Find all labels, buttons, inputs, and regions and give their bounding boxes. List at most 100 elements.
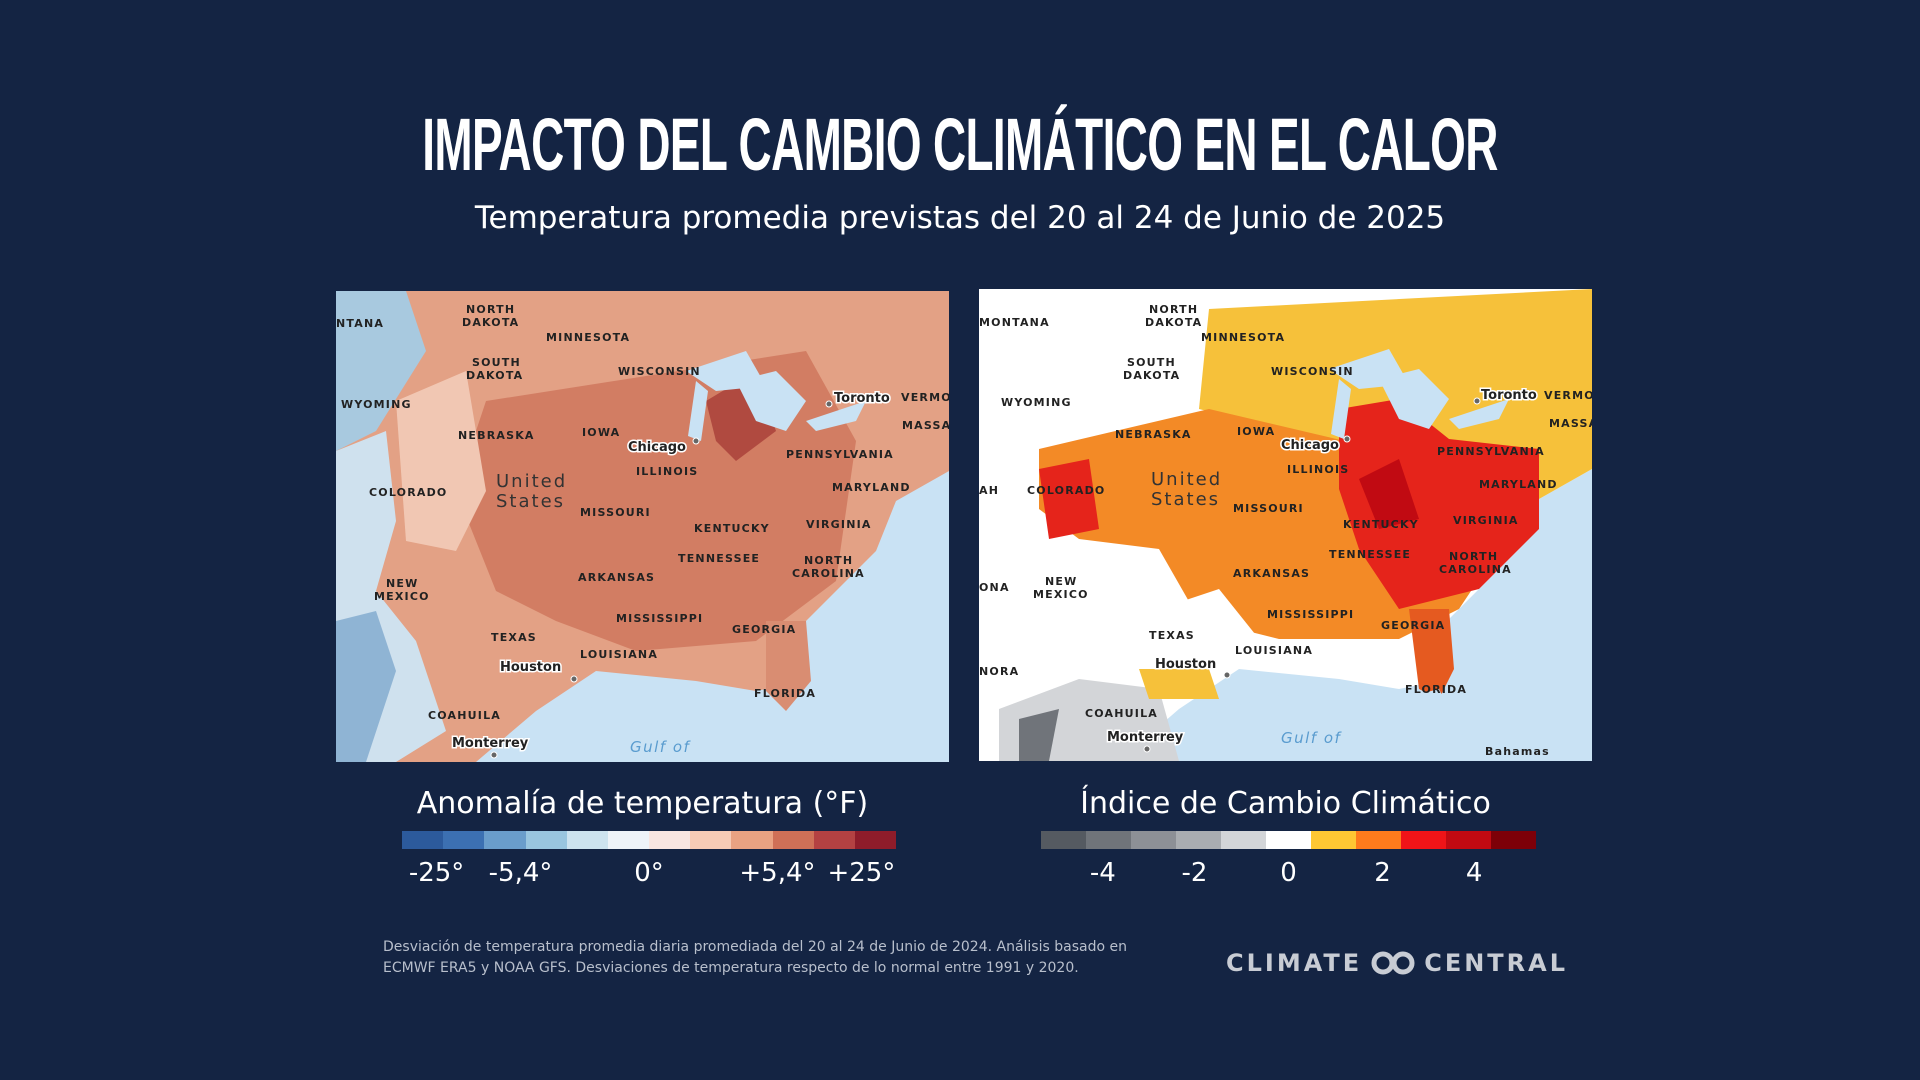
svg-text:LOUISIANA: LOUISIANA	[1235, 644, 1313, 657]
svg-text:IOWA: IOWA	[1237, 425, 1275, 438]
climate-shift-index-legend-title: Índice de Cambio Climático	[1080, 786, 1491, 821]
svg-text:ARKANSAS: ARKANSAS	[1233, 567, 1310, 580]
temperature-anomaly-swatch	[690, 831, 732, 849]
temperature-anomaly-tick-label: +25°	[827, 858, 896, 888]
svg-text:Toronto: Toronto	[1481, 388, 1537, 403]
temperature-anomaly-swatch	[566, 831, 608, 849]
svg-text:VIRGINIA: VIRGINIA	[1453, 514, 1519, 527]
svg-text:Monterrey: Monterrey	[452, 736, 529, 751]
climate-shift-index-swatch	[1491, 831, 1536, 849]
svg-text:Gulf of: Gulf of	[630, 738, 692, 756]
svg-text:MEXICO: MEXICO	[1033, 588, 1089, 601]
svg-text:MONTANA: MONTANA	[979, 316, 1050, 329]
climate-shift-index-swatch	[1311, 831, 1356, 849]
svg-text:United: United	[496, 471, 567, 492]
svg-text:Chicago: Chicago	[628, 440, 686, 455]
temperature-anomaly-swatch	[813, 831, 855, 849]
temperature-anomaly-swatch	[402, 831, 444, 849]
svg-text:GEORGIA: GEORGIA	[732, 623, 796, 636]
svg-text:KENTUCKY: KENTUCKY	[694, 522, 770, 535]
temperature-anomaly-legend-title: Anomalía de temperatura (°F)	[416, 786, 869, 821]
temperature-anomaly-color-scale	[402, 831, 897, 849]
temperature-anomaly-swatch	[525, 831, 567, 849]
climate-shift-index-swatch	[1086, 831, 1131, 849]
climate-shift-index-map: NORTH DAKOTA MINNESOTA SOUTH DAKOTA WISC…	[979, 289, 1592, 761]
svg-text:MINNESOTA: MINNESOTA	[546, 331, 630, 344]
svg-text:MASSAC: MASSAC	[1549, 417, 1592, 430]
svg-text:KENTUCKY: KENTUCKY	[1343, 518, 1419, 531]
svg-text:PENNSYLVANIA: PENNSYLVANIA	[1437, 445, 1545, 458]
temperature-anomaly-tick-label: -25°	[408, 858, 465, 888]
svg-text:COAHUILA: COAHUILA	[1085, 707, 1158, 720]
svg-text:MINNESOTA: MINNESOTA	[1201, 331, 1285, 344]
svg-text:SOUTH: SOUTH	[472, 356, 521, 369]
climate-shift-index-tick-label: -2	[1181, 858, 1208, 888]
svg-text:VIRGINIA: VIRGINIA	[806, 518, 872, 531]
svg-text:GEORGIA: GEORGIA	[1381, 619, 1445, 632]
svg-text:IOWA: IOWA	[582, 426, 620, 439]
svg-text:CAROLINA: CAROLINA	[1439, 563, 1512, 576]
svg-text:MARYLAND: MARYLAND	[1479, 478, 1558, 491]
temperature-anomaly-map: NORTH DAKOTA MINNESOTA SOUTH DAKOTA WISC…	[336, 291, 949, 762]
svg-text:DAKOTA: DAKOTA	[1145, 316, 1202, 329]
svg-text:ILLINOIS: ILLINOIS	[636, 465, 698, 478]
temperature-anomaly-swatch	[443, 831, 485, 849]
svg-text:VERMO: VERMO	[1544, 389, 1592, 402]
svg-text:WISCONSIN: WISCONSIN	[618, 365, 701, 378]
svg-text:DAKOTA: DAKOTA	[1123, 369, 1180, 382]
climate-shift-index-swatch	[1446, 831, 1491, 849]
climate-shift-index-swatch	[1221, 831, 1266, 849]
svg-text:NTANA: NTANA	[336, 317, 384, 330]
svg-text:ONA: ONA	[979, 581, 1010, 594]
temperature-anomaly-swatch	[607, 831, 650, 849]
svg-text:Chicago: Chicago	[1281, 438, 1339, 453]
svg-text:COLORADO: COLORADO	[369, 486, 447, 499]
svg-text:Houston: Houston	[500, 660, 561, 675]
climate-shift-index-swatch	[1131, 831, 1176, 849]
svg-text:NEW: NEW	[1045, 575, 1077, 588]
temperature-anomaly-swatch	[772, 831, 814, 849]
svg-text:MISSOURI: MISSOURI	[1233, 502, 1304, 515]
page-subtitle: Temperatura promedia previstas del 20 al…	[474, 200, 1446, 236]
temperature-anomaly-tick-label: -5,4°	[488, 858, 553, 888]
svg-text:MISSISSIPPI: MISSISSIPPI	[616, 612, 703, 625]
svg-text:AH: AH	[979, 484, 999, 497]
svg-text:ARKANSAS: ARKANSAS	[578, 571, 655, 584]
climate-shift-index-swatch	[1176, 831, 1221, 849]
svg-text:CAROLINA: CAROLINA	[792, 567, 865, 580]
svg-text:TEXAS: TEXAS	[1149, 629, 1195, 642]
temperature-anomaly-swatch	[484, 831, 526, 849]
climate-shift-index-swatch	[1041, 831, 1086, 849]
temperature-anomaly-tick-label: 0°	[634, 858, 664, 888]
footnote: Desviación de temperatura promedia diari…	[383, 939, 1127, 976]
svg-text:ILLINOIS: ILLINOIS	[1287, 463, 1349, 476]
climate-shift-index-tick-label: -4	[1089, 858, 1116, 888]
svg-text:WYOMING: WYOMING	[341, 398, 412, 411]
svg-text:MEXICO: MEXICO	[374, 590, 430, 603]
svg-text:NEBRASKA: NEBRASKA	[458, 429, 535, 442]
page-title: IMPACTO DEL CAMBIO CLIMÁTICO EN EL CALOR	[422, 103, 1498, 186]
svg-text:NORTH: NORTH	[466, 303, 515, 316]
svg-text:Gulf of: Gulf of	[1281, 729, 1343, 747]
climate-central-brand: CLIMATE CENTRAL	[1226, 948, 1568, 978]
svg-text:TENNESSEE: TENNESSEE	[678, 552, 760, 565]
svg-text:NORTH: NORTH	[1149, 303, 1198, 316]
svg-text:Bahamas: Bahamas	[1485, 745, 1550, 758]
svg-text:SOUTH: SOUTH	[1127, 356, 1176, 369]
climate-shift-index-tick-label: 2	[1374, 858, 1391, 888]
svg-text:MISSOURI: MISSOURI	[580, 506, 651, 519]
svg-text:NEBRASKA: NEBRASKA	[1115, 428, 1192, 441]
svg-text:PENNSYLVANIA: PENNSYLVANIA	[786, 448, 894, 461]
brand-text-left: CLIMATE	[1226, 949, 1363, 977]
temperature-anomaly-swatch	[731, 831, 773, 849]
svg-text:NORTH: NORTH	[804, 554, 853, 567]
climate-shift-index-tick-label: 4	[1465, 858, 1483, 888]
svg-text:Monterrey: Monterrey	[1107, 730, 1184, 745]
svg-text:DAKOTA: DAKOTA	[466, 369, 523, 382]
climate-shift-index-swatch	[1356, 831, 1401, 849]
svg-text:MISSISSIPPI: MISSISSIPPI	[1267, 608, 1354, 621]
svg-text:United: United	[1151, 469, 1222, 490]
svg-text:Houston: Houston	[1155, 657, 1216, 672]
svg-text:DAKOTA: DAKOTA	[462, 316, 519, 329]
svg-text:NORA: NORA	[979, 665, 1019, 678]
